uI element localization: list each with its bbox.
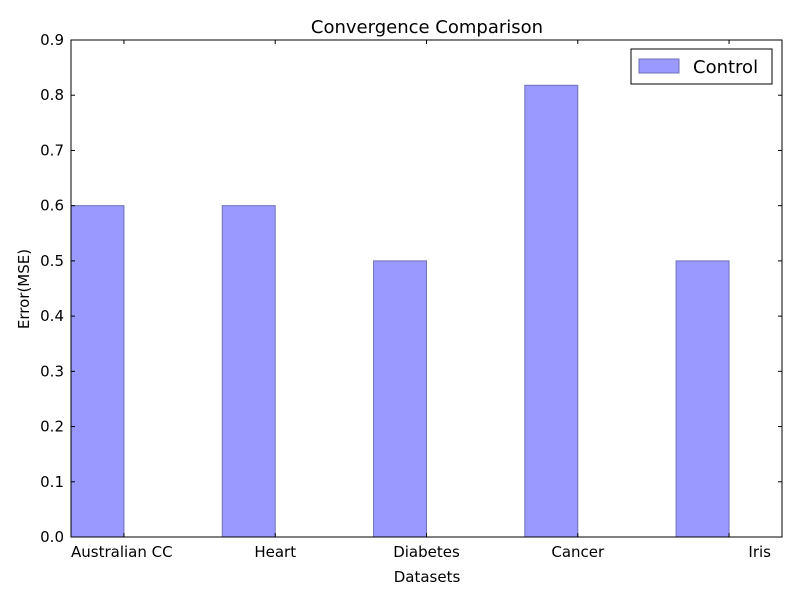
legend-swatch [638,58,680,74]
legend-label: Control [693,57,758,78]
x-tick-label: Heart [254,543,296,561]
x-tick-label: Australian CC [71,543,173,561]
y-tick-label: 0.5 [40,252,64,270]
plot-frame [70,39,783,538]
bar-cancer [524,84,579,538]
y-tick-label: 0.7 [40,141,64,159]
y-tick-label: 0.9 [40,31,64,49]
bars-layer [70,84,730,538]
y-tick-label: 0.2 [40,418,64,436]
chart-title: Convergence Comparison [311,17,543,38]
x-tick-label: Cancer [551,543,605,561]
bar-diabetes [373,260,427,538]
y-axis-label: Error(MSE) [15,249,33,329]
x-tick-label: Diabetes [393,543,460,561]
y-tick-label: 0.6 [40,197,64,215]
ticks-layer: 0.0 0.1 0.2 0.3 0.4 0.5 0.6 0.7 0.8 0.9 Australian… [40,31,782,561]
y-tick-label: 0.1 [40,473,64,491]
legend: Control [630,48,773,85]
y-tick-label: 0.0 [40,528,64,546]
y-tick-label: 0.3 [40,362,64,380]
bar-iris [675,260,730,538]
x-axis-label: Datasets [394,568,461,586]
y-tick-label: 0.8 [40,86,64,104]
bar-heart [221,205,276,538]
bar-australian-cc [70,205,125,538]
x-tick-label: Iris [748,543,771,561]
y-tick-label: 0.4 [40,307,64,325]
